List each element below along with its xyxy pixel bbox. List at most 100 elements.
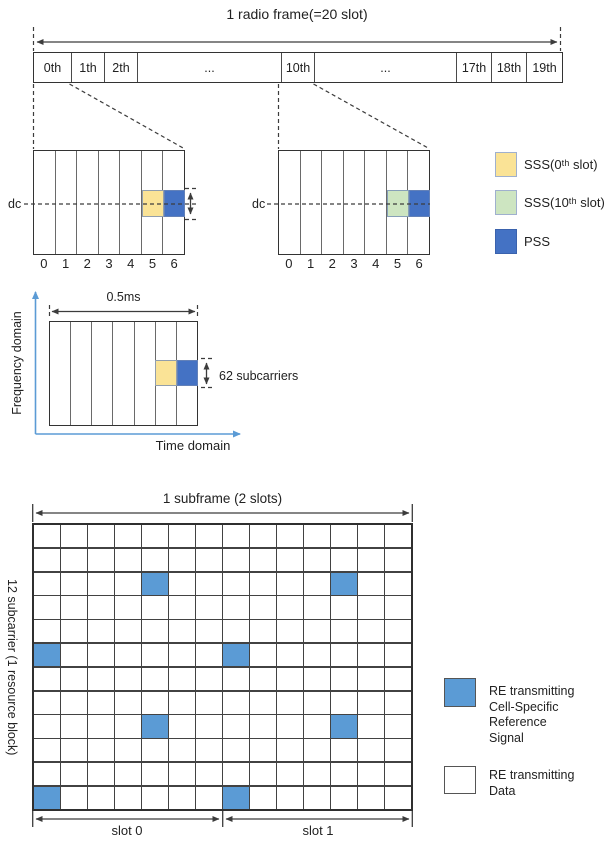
data-re-cell [277,643,303,667]
data-re-cell [385,786,411,809]
symbol-label: 5 [393,256,402,271]
data-re-cell [169,572,195,595]
data-re-cell [304,525,330,548]
ofdm-symbol-column [140,151,163,254]
ofdm-symbol-column [364,151,386,254]
data-re-cell [304,572,330,595]
crs-re-cell [34,643,60,667]
data-re-cell [331,596,357,619]
sss10-cell [386,190,409,217]
data-re-cell [385,572,411,595]
slot-cell-18: 18th [491,53,526,82]
data-re-cell [304,548,330,572]
data-re-cell [358,643,384,667]
data-re-cell [88,786,114,809]
data-re-cell [169,762,195,786]
data-re-cell [88,525,114,548]
data-re-cell [115,762,141,786]
data-re-cell [277,525,303,548]
data-re-cell [196,525,222,548]
ofdm-symbol-column [70,322,91,425]
crs-re-cell [331,715,357,738]
data-re-cell [61,643,87,667]
pss-width-measure-left [185,187,197,221]
symbol-label: 5 [148,256,157,271]
data-re-cell [34,691,60,714]
data-re-cell [34,596,60,619]
data-re-cell [142,548,168,572]
time-domain-axis-label: Time domain [155,438,231,453]
ofdm-symbol-column [50,322,70,425]
data-re-cell [385,762,411,786]
data-re-cell [115,620,141,643]
slot1-label: slot 1 [302,823,334,838]
data-re-cell [304,596,330,619]
dc-label-right: dc [252,197,266,211]
radio-frame-measure-arrow [32,27,562,51]
data-re-cell [34,620,60,643]
symbol-label: 0 [285,256,293,271]
pss-cell-slot0 [163,190,185,217]
data-re-cell [115,786,141,809]
data-re-cell [331,786,357,809]
data-re-cell [304,715,330,738]
dc-label-left: dc [8,197,22,211]
data-re-cell [358,667,384,691]
slot-cell-19: 19th [526,53,562,82]
data-re-cell [358,620,384,643]
resource-grid [32,523,413,811]
data-re-cell [277,762,303,786]
data-re-cell [385,691,411,714]
data-re-cell [61,786,87,809]
data-re-cell [250,691,276,714]
data-re-cell [358,596,384,619]
data-re-cell [61,739,87,762]
symbol-label: 6 [170,256,178,271]
data-re-cell [88,667,114,691]
data-re-cell [196,643,222,667]
data-re-cell [385,548,411,572]
subframe-title: 1 subframe (2 slots) [162,491,283,506]
data-re-cell [115,596,141,619]
symbol-label: 2 [83,256,91,271]
data-re-cell [358,762,384,786]
crs-re-cell [331,572,357,595]
data-re-cell [250,548,276,572]
ofdm-symbol-column [97,151,120,254]
data-re-cell [61,620,87,643]
data-re-cell [196,691,222,714]
data-re-cell [331,548,357,572]
pss-cell-slot10 [408,190,430,217]
data-re-cell [61,525,87,548]
legend-crs-line: Signal [489,730,524,745]
data-re-cell [331,643,357,667]
sss0-cell [141,190,164,217]
legend-crs-line: Reference [489,715,547,729]
symbol-label: 3 [105,256,113,271]
legend-data-line: Data [489,783,516,798]
data-re-cell [331,691,357,714]
data-re-cell [142,667,168,691]
data-re-cell [358,739,384,762]
data-re-cell [223,739,249,762]
data-re-cell [88,548,114,572]
data-re-cell [385,739,411,762]
data-re-cell [61,548,87,572]
data-re-cell [115,643,141,667]
data-re-cell [196,715,222,738]
data-re-cell [169,525,195,548]
data-re-cell [61,715,87,738]
radio-frame-title: 1 radio frame(=20 slot) [226,6,368,22]
symbol-label: 0 [40,256,48,271]
data-re-cell [169,691,195,714]
legend-label-crs: RE transmitting Cell-Specific Reference … [489,684,574,746]
data-re-cell [169,667,195,691]
data-re-cell [196,739,222,762]
ofdm-symbol-column [279,151,300,254]
ofdm-symbol-column [76,151,98,254]
data-re-cell [196,572,222,595]
data-re-cell [115,715,141,738]
data-re-cell [250,762,276,786]
data-re-cell [277,786,303,809]
